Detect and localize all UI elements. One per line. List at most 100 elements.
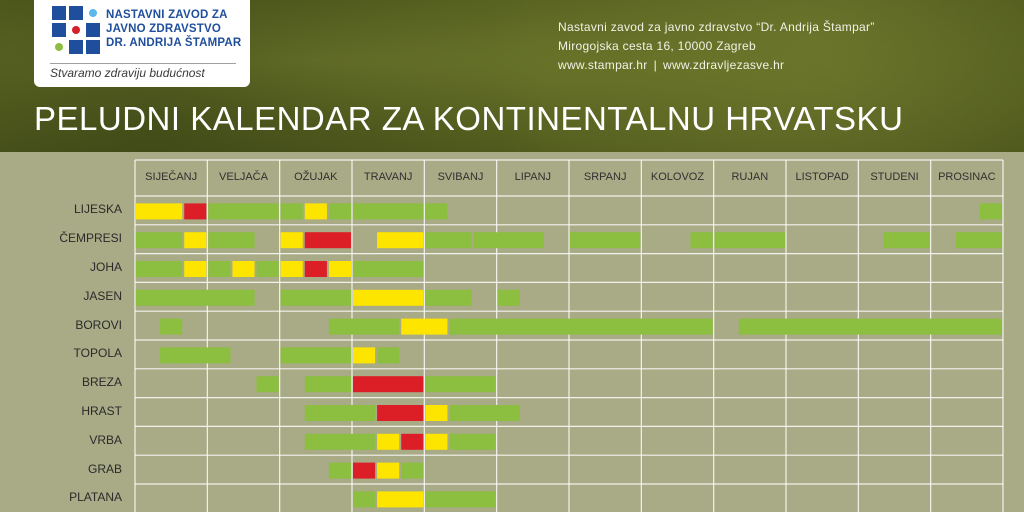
pollen-bar-lijeska-medium <box>304 203 327 220</box>
pollen-bar-čempresi-low <box>714 232 785 249</box>
pollen-bar-joha-medium <box>232 261 255 277</box>
pollen-calendar-chart <box>134 159 1004 512</box>
pollen-bar-lijeska-low <box>328 203 351 220</box>
pollen-bar-joha-low <box>136 261 183 277</box>
pollen-bar-grab-low <box>328 462 351 479</box>
pollen-bar-čempresi-low <box>473 232 544 249</box>
pollen-bar-joha-medium <box>184 261 207 277</box>
pollen-bar-lijeska-low <box>208 203 279 220</box>
pollen-bar-grab-medium <box>377 462 400 479</box>
pollen-bar-hrast-high <box>377 405 424 421</box>
pollen-calendar: SIJEČANJ VELJAČA OŽUJAK TRAVANJ SVIBANJ LIPAN… <box>0 152 1024 512</box>
month-header-label: LISTOPAD <box>795 171 849 183</box>
website-link-zdravlje[interactable]: www.zdravljezasve.hr <box>662 58 785 72</box>
month-header-label: LIPANJ <box>514 171 552 183</box>
pollen-bar-grab-low <box>401 462 424 479</box>
link-separator: | <box>653 58 657 72</box>
pollen-bar-čempresi-low <box>570 232 641 249</box>
pollen-bar-čempresi-low <box>690 232 713 249</box>
pollen-bar-vrba-medium <box>377 433 400 450</box>
month-header-label: SIJEČANJ <box>145 171 198 183</box>
pollen-bar-jasen-medium <box>353 289 424 306</box>
pollen-bar-čempresi-medium <box>377 232 424 249</box>
pollen-bar-joha-low <box>353 261 424 277</box>
pollen-bar-topola-low <box>377 347 400 364</box>
pollen-bar-vrba-low <box>449 433 496 450</box>
month-header-label: PROSINAC <box>938 171 996 183</box>
pollen-bar-jasen-low <box>280 289 351 306</box>
pollen-bar-joha-high <box>304 261 327 277</box>
page-title: PELUDNI KALENDAR ZA KONTINENTALNU HRVATS… <box>34 100 904 137</box>
plant-row-label: TOPOLA <box>73 346 122 361</box>
contact-block: Nastavni zavod za javno zdravstvo “Dr. A… <box>558 18 875 75</box>
pollen-bar-čempresi-low <box>883 232 930 249</box>
month-header-label: VELJAČA <box>219 171 268 183</box>
pollen-bar-joha-low <box>208 261 231 277</box>
pollen-bar-čempresi-low <box>955 232 1002 249</box>
month-header-label: KOLOVOZ <box>650 171 705 183</box>
pollen-bar-čempresi-low <box>136 232 183 249</box>
month-header-label: RUJAN <box>731 171 769 183</box>
pollen-bar-borovi-low <box>160 318 183 335</box>
pollen-bar-čempresi-low <box>425 232 472 249</box>
pollen-bar-čempresi-medium <box>280 232 303 249</box>
plant-row-label: GRAB <box>87 461 122 476</box>
plant-row-label: JOHA <box>89 260 122 274</box>
institute-logo[interactable]: NASTAVNI ZAVOD ZA JAVNO ZDRAVSTVO DR. AN… <box>34 0 250 87</box>
plant-row-label: HRAST <box>81 404 122 418</box>
pollen-bar-borovi-low <box>449 318 713 335</box>
pollen-bar-lijeska-high <box>184 203 207 220</box>
pollen-bar-borovi-low <box>738 318 1002 335</box>
pollen-bar-lijeska-medium <box>136 203 183 220</box>
plant-row-label: VRBA <box>89 432 122 447</box>
pollen-bar-grab-high <box>353 462 376 479</box>
pollen-bar-čempresi-low <box>208 232 255 249</box>
pollen-bar-vrba-high <box>401 433 424 450</box>
pollen-bar-breza-low <box>256 376 279 393</box>
logo-line-2: JAVNO ZDRAVSTVO <box>106 23 222 35</box>
pollen-bar-jasen-low <box>136 289 255 306</box>
pollen-bar-borovi-medium <box>401 318 448 335</box>
logo-line-1: NASTAVNI ZAVOD ZA <box>106 9 228 21</box>
pollen-bar-platana-low <box>353 491 376 508</box>
pollen-bar-jasen-low <box>425 289 472 306</box>
pollen-bar-lijeska-low <box>353 203 424 220</box>
pollen-bar-topola-low <box>280 347 351 364</box>
logo-mark-icon <box>52 6 100 54</box>
pollen-bar-hrast-low <box>304 405 376 421</box>
month-header-label: OŽUJAK <box>294 171 338 183</box>
plant-row-label: ČEMPRESI <box>59 231 122 246</box>
month-header-label: SVIBANJ <box>437 171 484 183</box>
pollen-bar-čempresi-medium <box>184 232 207 249</box>
pollen-bar-hrast-low <box>449 405 520 421</box>
contact-address: Mirogojska cesta 16, 10000 Zagreb <box>558 39 757 53</box>
pollen-bar-platana-medium <box>377 491 424 508</box>
logo-organization-name: NASTAVNI ZAVOD ZA JAVNO ZDRAVSTVO DR. AN… <box>106 8 241 50</box>
website-link-stampar[interactable]: www.stampar.hr <box>558 58 648 72</box>
plant-row-label: BOROVI <box>75 317 122 332</box>
pollen-bar-topola-medium <box>353 347 376 364</box>
pollen-bar-breza-high <box>353 376 424 393</box>
pollen-bar-vrba-low <box>304 433 376 450</box>
pollen-bar-lijeska-low <box>280 203 303 220</box>
pollen-bar-hrast-medium <box>425 405 448 421</box>
pollen-bar-breza-low <box>425 376 496 393</box>
plant-row-label: BREZA <box>81 375 122 390</box>
month-header-label: STUDENI <box>870 171 919 183</box>
contact-links: www.stampar.hr | www.zdravljezasve.hr <box>558 56 875 75</box>
pollen-bar-čempresi-high <box>304 232 351 249</box>
month-header-label: TRAVANJ <box>363 171 413 183</box>
pollen-bar-joha-medium <box>328 261 351 277</box>
pollen-bar-breza-low <box>304 376 351 393</box>
pollen-bar-lijeska-low <box>979 203 1002 220</box>
pollen-bar-lijeska-low <box>425 203 448 220</box>
logo-slogan: Stvaramo zdraviju budućnost <box>50 63 236 80</box>
plant-row-label: JASEN <box>83 288 122 303</box>
plant-row-label: PLATANA <box>69 490 122 505</box>
logo-line-3: DR. ANDRIJA ŠTAMPAR <box>106 37 242 49</box>
pollen-bar-joha-medium <box>280 261 303 277</box>
pollen-bar-topola-low <box>160 347 231 364</box>
month-header-label: SRPANJ <box>583 171 627 183</box>
plant-row-label: LIJESKA <box>73 202 122 217</box>
contact-name: Nastavni zavod za javno zdravstvo “Dr. A… <box>558 20 875 34</box>
